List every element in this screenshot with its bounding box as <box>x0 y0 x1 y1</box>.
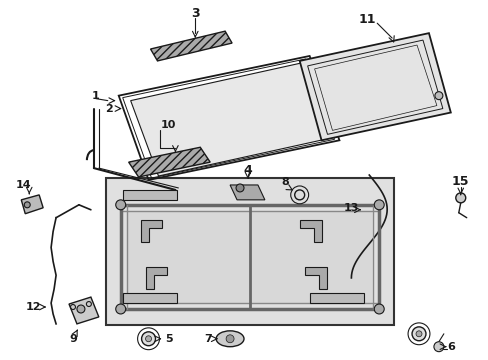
Text: 7: 7 <box>204 334 212 344</box>
Polygon shape <box>122 190 177 200</box>
Text: 10: 10 <box>161 121 176 130</box>
Text: 14: 14 <box>16 180 31 190</box>
Polygon shape <box>69 297 99 324</box>
Text: 8: 8 <box>280 177 288 187</box>
Polygon shape <box>141 220 162 242</box>
Text: 6: 6 <box>446 342 454 352</box>
Polygon shape <box>145 267 167 289</box>
Circle shape <box>116 304 125 314</box>
Polygon shape <box>299 220 321 242</box>
Circle shape <box>225 335 234 343</box>
Polygon shape <box>128 147 210 177</box>
Circle shape <box>142 332 155 346</box>
Circle shape <box>373 200 384 210</box>
Polygon shape <box>304 267 326 289</box>
Circle shape <box>116 200 125 210</box>
Circle shape <box>433 342 443 352</box>
Text: 9: 9 <box>69 334 77 344</box>
Text: 5: 5 <box>165 334 173 344</box>
Circle shape <box>434 92 442 100</box>
Text: 1: 1 <box>92 91 100 101</box>
Circle shape <box>294 190 304 200</box>
Polygon shape <box>309 293 364 303</box>
Polygon shape <box>21 195 43 214</box>
Text: 12: 12 <box>25 302 41 312</box>
Bar <box>105 178 393 325</box>
Circle shape <box>236 184 244 192</box>
Polygon shape <box>299 33 450 140</box>
Polygon shape <box>150 31 232 61</box>
Bar <box>127 212 248 303</box>
Ellipse shape <box>216 331 244 347</box>
Text: 13: 13 <box>343 203 358 213</box>
Circle shape <box>373 304 384 314</box>
Circle shape <box>415 331 421 337</box>
Circle shape <box>411 327 425 341</box>
Circle shape <box>24 202 30 208</box>
Circle shape <box>145 336 151 342</box>
Circle shape <box>455 193 465 203</box>
Text: 15: 15 <box>451 175 468 189</box>
Text: 3: 3 <box>191 7 199 20</box>
Polygon shape <box>122 293 177 303</box>
Circle shape <box>77 305 85 313</box>
Polygon shape <box>230 185 264 200</box>
Text: 11: 11 <box>358 13 375 26</box>
Bar <box>250 212 371 303</box>
Polygon shape <box>130 63 329 176</box>
Text: 4: 4 <box>243 163 252 176</box>
Text: 2: 2 <box>105 104 112 113</box>
